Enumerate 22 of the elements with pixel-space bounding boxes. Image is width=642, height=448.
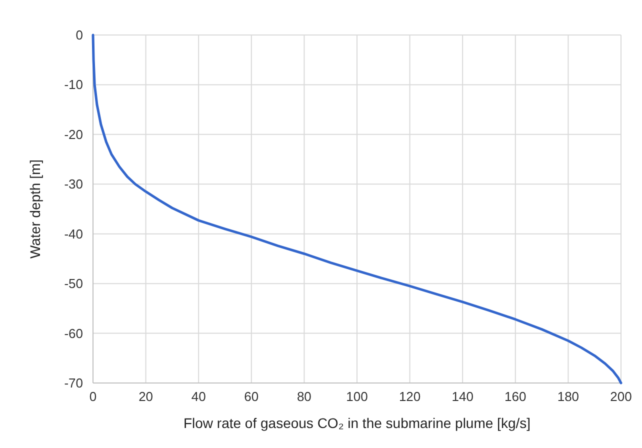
x-tick-label: 20: [138, 389, 154, 404]
x-tick-label: 0: [89, 389, 97, 404]
x-tick-label: 80: [296, 389, 312, 404]
x-tick-label: 200: [610, 389, 632, 404]
x-axis-title: Flow rate of gaseous CO₂ in the submarine plume [kg/s]: [183, 415, 531, 431]
x-tick-label: 180: [557, 389, 580, 404]
x-tick-label: 140: [452, 389, 474, 404]
line-series: [92, 34, 622, 384]
x-tick-label: 100: [346, 389, 368, 404]
x-tick-label: 120: [398, 389, 421, 404]
y-tick-label: -40: [64, 226, 83, 242]
y-axis-title: Water depth [m]: [27, 159, 43, 259]
x-tick-label: 40: [191, 389, 206, 404]
x-tick-label: 160: [504, 389, 526, 404]
y-tick-label: -70: [64, 376, 83, 390]
y-tick-label: 0: [76, 28, 83, 42]
x-tick-label: 60: [244, 389, 259, 404]
y-tick-label: -20: [64, 126, 83, 142]
y-tick-label: -10: [64, 77, 83, 92]
y-tick-label: -30: [64, 176, 83, 192]
y-tick-label: -60: [64, 326, 83, 341]
y-tick-label: -50: [64, 276, 83, 292]
